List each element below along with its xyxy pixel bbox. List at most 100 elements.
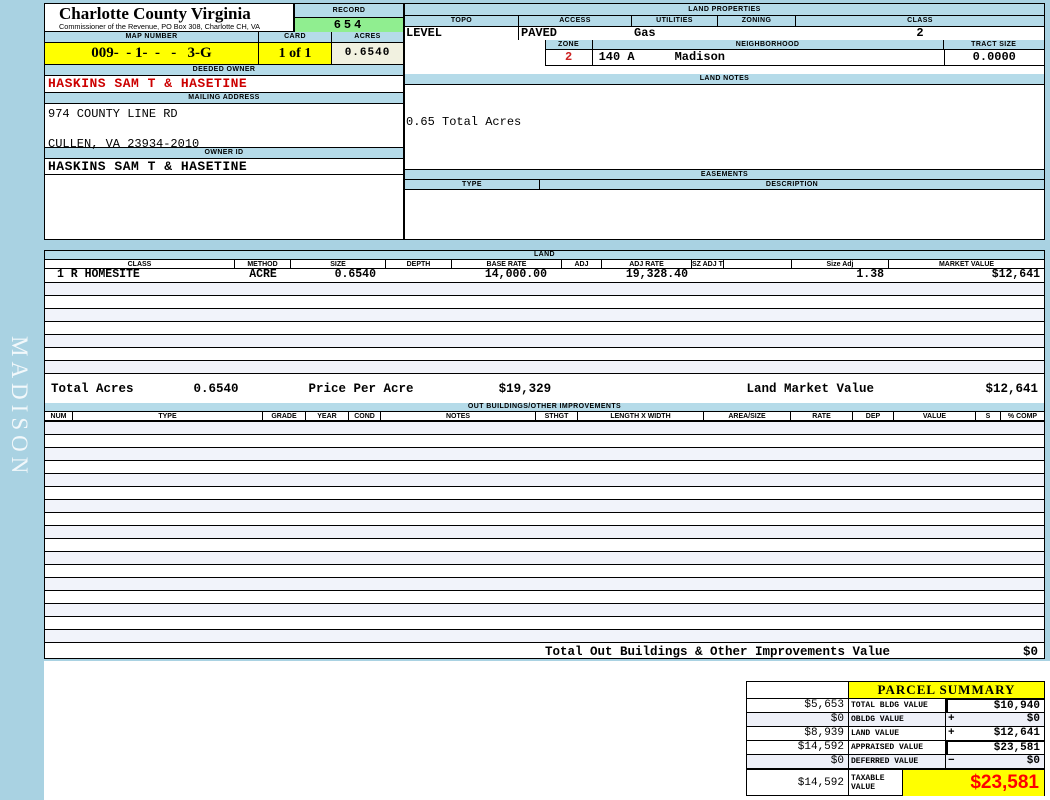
topo-value: LEVEL — [405, 27, 519, 40]
col-size: SIZE — [291, 260, 386, 268]
empty-row — [45, 347, 1044, 360]
zone-area: ZONE NEIGHBORHOOD TRACT SIZE 2 140 A Mad… — [405, 40, 1044, 66]
col-cond: COND — [349, 412, 381, 420]
operator: − — [948, 755, 955, 767]
acres-label: ACRES — [332, 32, 403, 43]
land-properties-header: TOPO ACCESS UTILITIES ZONING CLASS — [405, 16, 1044, 27]
land-properties-panel: LAND PROPERTIES TOPO ACCESS UTILITIES ZO… — [404, 3, 1045, 240]
value-cell: + $12,641 — [946, 727, 1044, 740]
col-adj: ADJ — [562, 260, 602, 268]
prior-land: $8,939 — [747, 727, 849, 740]
access-label: ACCESS — [519, 16, 632, 27]
prior-appraised: $14,592 — [747, 741, 849, 754]
col-depth: DEPTH — [386, 260, 452, 268]
zone-spacer — [405, 40, 546, 66]
empty-row — [45, 512, 1044, 525]
zone-label: ZONE — [545, 40, 593, 50]
owner-id-value: HASKINS SAM T & HASETINE — [45, 159, 403, 175]
owner-panel: Charlotte County Virginia Commissioner o… — [44, 3, 404, 240]
utilities-label: UTILITIES — [632, 16, 718, 27]
owner-id-label: OWNER ID — [45, 148, 403, 159]
neighborhood-label: NEIGHBORHOOD — [592, 40, 944, 50]
county-title: Charlotte County Virginia — [59, 4, 251, 23]
land-size-adj: 1.38 — [856, 269, 884, 281]
empty-row — [45, 616, 1044, 629]
price-per-acre-label: Price Per Acre — [308, 381, 414, 396]
access-value: PAVED — [521, 26, 558, 40]
col-year: YEAR — [306, 412, 349, 420]
out-buildings-title: OUT BUILDINGS/OTHER IMPROVEMENTS — [45, 403, 1044, 412]
acres-value: 0.6540 — [332, 43, 403, 64]
empty-row — [45, 282, 1044, 295]
summary-blank-cell — [747, 682, 849, 698]
land-market-value-label: Land Market Value — [746, 381, 874, 396]
price-per-acre-value: $19,329 — [498, 381, 552, 396]
mailing-address: 974 COUNTY LINE RD CULLEN, VA 23934-2010 — [45, 104, 403, 151]
value-cell: $23,581 — [946, 740, 1044, 754]
col-market-value: MARKET VALUE — [938, 261, 995, 268]
record-label: RECORD — [294, 4, 403, 18]
zone-value: 2 — [546, 50, 593, 65]
summary-row-deferred: $0 DEFERRED VALUE − $0 — [747, 755, 1044, 769]
col-sz-adj-tbl: SZ ADJ TBL — [692, 260, 724, 268]
land-column-headers: CLASS METHOD SIZE DEPTH BASE RATE ADJ AD… — [45, 260, 1044, 269]
ob-empty-rows — [45, 421, 1044, 642]
empty-row — [45, 603, 1044, 616]
land-adj — [562, 269, 602, 282]
empty-row — [45, 308, 1044, 321]
deeded-owner-label: DEEDED OWNER — [45, 65, 403, 76]
empty-row — [45, 551, 1044, 564]
empty-row — [45, 334, 1044, 347]
summary-row-obldg: $0 OBLDG VALUE + $0 — [747, 713, 1044, 727]
record-box: RECORD 654 — [294, 4, 403, 32]
madison-watermark: MADISON — [7, 336, 32, 479]
land-base-rate: 14,000.00 — [484, 269, 547, 281]
col-num: NUM — [45, 412, 73, 420]
empty-row — [45, 564, 1044, 577]
land-notes-box: 0.65 Total Acres — [405, 85, 1044, 170]
land-row: 1 R HOMESITE ACRE 0.6540 14,000.00 19,32… — [45, 269, 1044, 282]
empty-row — [45, 499, 1044, 512]
zone-table: ZONE NEIGHBORHOOD TRACT SIZE 2 140 A Mad… — [545, 40, 1044, 66]
neighborhood-code: 140 A — [598, 50, 635, 64]
zoning-value — [718, 27, 796, 40]
col-grade: GRADE — [263, 412, 306, 420]
col-base-rate: BASE RATE — [452, 260, 562, 268]
col-class: CLASS — [45, 260, 235, 268]
empty-row — [45, 629, 1044, 642]
parcel-summary: PARCEL SUMMARY $5,653 TOTAL BLDG VALUE $… — [746, 681, 1045, 796]
empty-row — [45, 486, 1044, 499]
tract-size-value: 0.0000 — [943, 50, 1044, 65]
col-dep: DEP — [853, 412, 894, 420]
empty-row — [45, 447, 1044, 460]
prior-taxable: $14,592 — [747, 770, 849, 796]
col-size-adj: Size Adj — [792, 260, 889, 268]
land-size: 0.6540 — [334, 269, 376, 281]
easements-header: TYPE DESCRIPTION — [405, 180, 1044, 190]
zone-header: ZONE NEIGHBORHOOD TRACT SIZE — [545, 40, 1044, 50]
topo-label: TOPO — [405, 16, 519, 27]
out-buildings-total-row: Total Out Buildings & Other Improvements… — [45, 642, 1044, 660]
summary-row-appraised: $14,592 APPRAISED VALUE $23,581 — [747, 740, 1044, 755]
value-cell: $10,940 — [946, 698, 1044, 712]
col-pct-comp: % COMP — [1007, 413, 1038, 420]
left-margin-strip: MADISON — [0, 0, 44, 800]
easement-type-label: TYPE — [405, 180, 540, 190]
value-land: $12,641 — [993, 727, 1040, 739]
summary-row-taxable: $14,592 TAXABLE VALUE $23,581 — [747, 769, 1044, 796]
label-appraised: APPRAISED VALUE — [849, 741, 946, 754]
land-sz-adj-tbl — [692, 269, 724, 282]
value-taxable: $23,581 — [903, 770, 1044, 796]
gap — [405, 66, 1044, 74]
land-notes-title: LAND NOTES — [405, 74, 1044, 85]
label-taxable: TAXABLE VALUE — [849, 770, 903, 796]
address-line-1: 974 COUNTY LINE RD — [48, 107, 178, 121]
total-acres-value: 0.6540 — [193, 381, 239, 396]
land-depth — [386, 269, 452, 282]
land-method: ACRE — [249, 269, 277, 281]
label-deferred: DEFERRED VALUE — [849, 755, 946, 768]
class-value: 2 — [916, 26, 924, 40]
value-cell: − $0 — [946, 755, 1044, 768]
label-obldg: OBLDG VALUE — [849, 713, 946, 726]
